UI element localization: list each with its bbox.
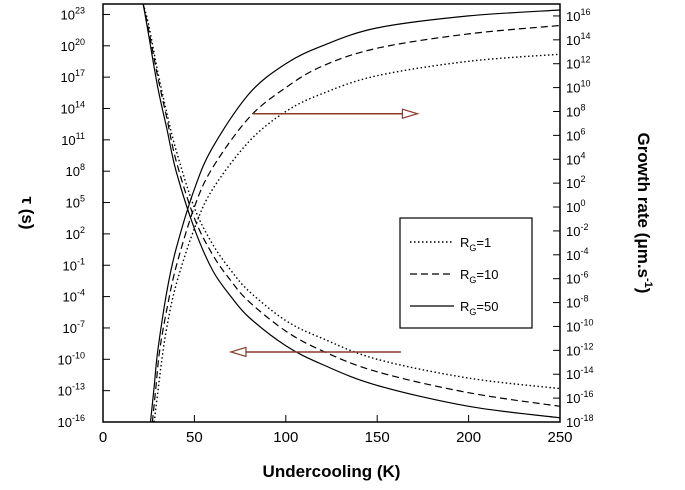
growth-series-solid-line (149, 9, 560, 422)
y-left-tick-label: 10-10 (58, 350, 85, 367)
growth-series-dotted-line (153, 53, 560, 422)
y-right-tick-label: 1016 (566, 7, 590, 24)
y-right-tick-label: 1014 (566, 31, 590, 48)
y-right-tick-label: 100 (566, 198, 585, 215)
y-left-tick-label: 1017 (61, 68, 85, 85)
y-right-tick-label: 106 (566, 126, 585, 143)
right-axis: 1016 1014 1012 1010 108 106 104 102 100 10-2 10-4 1… (553, 7, 593, 430)
x-tick-label: 200 (456, 429, 481, 446)
y-right-tick-label: 10-2 (566, 222, 588, 239)
y-right-tick-label: 10-18 (566, 413, 593, 430)
tau-series-dotted-line (142, 4, 560, 390)
y-right-tick-label: 104 (566, 150, 585, 167)
y-right-tick-label: 10-12 (566, 341, 593, 358)
y-right-axis-title: Growth rate (μm.s-1) (634, 133, 654, 294)
x-tick-label: 250 (547, 429, 572, 446)
y-left-tick-label: 1011 (61, 131, 85, 148)
y-left-tick-label: 1023 (61, 5, 85, 22)
series-layer (142, 4, 560, 422)
legend: RG=1 RG=10 RG=50 (399, 217, 533, 329)
x-tick-label: 50 (186, 429, 203, 446)
y-left-tick-label: 10-16 (58, 413, 85, 430)
y-right-tick-label: 10-14 (566, 365, 593, 382)
arrow-left (228, 346, 401, 358)
y-right-tick-label: 1012 (566, 55, 590, 72)
left-axis: 1023 1020 1017 1014 1011 108 105 102 10-1 10-4 10-… (58, 5, 110, 430)
legend-label: RG=50 (460, 299, 498, 317)
y-left-tick-label: 105 (66, 194, 85, 211)
y-left-tick-label: 10-13 (58, 382, 85, 399)
y-right-tick-label: 102 (566, 174, 585, 191)
legend-label: RG=10 (460, 267, 498, 285)
legend-box (399, 217, 533, 329)
plot-frame (102, 3, 561, 423)
x-tick-label: 0 (99, 429, 107, 446)
y-left-tick-label: 10-7 (63, 319, 85, 336)
x-tick-label: 100 (273, 429, 298, 446)
tau-series-solid-line (142, 4, 560, 419)
y-right-tick-label: 108 (566, 102, 585, 119)
arrow-right (252, 108, 420, 120)
y-left-tick-label: 10-1 (63, 256, 85, 273)
x-tick-label: 150 (365, 429, 390, 446)
x-axis-title: Undercooling (K) (263, 462, 401, 481)
y-right-tick-label: 10-10 (566, 317, 593, 334)
y-left-tick-label: 1020 (61, 37, 85, 54)
y-right-tick-label: 1010 (566, 79, 590, 96)
y-left-tick-label: 1014 (61, 100, 85, 117)
growth-series-dashed-line (151, 24, 560, 422)
y-left-tick-label: 102 (66, 225, 85, 242)
y-right-tick-label: 10-6 (566, 270, 588, 287)
y-right-tick-label: 10-4 (566, 246, 588, 263)
legend-label: RG=1 (460, 235, 491, 253)
y-right-tick-label: 10-8 (566, 294, 588, 311)
y-right-tick-label: 10-16 (566, 389, 593, 406)
tau-series-dashed-line (142, 4, 560, 407)
annotation-layer (228, 108, 420, 358)
x-axis: 0 50 100 150 200 250 (99, 415, 573, 446)
y-left-tick-label: 108 (66, 162, 85, 179)
y-left-axis-title: τ (s) (18, 196, 37, 229)
y-left-tick-label: 10-4 (63, 288, 85, 305)
